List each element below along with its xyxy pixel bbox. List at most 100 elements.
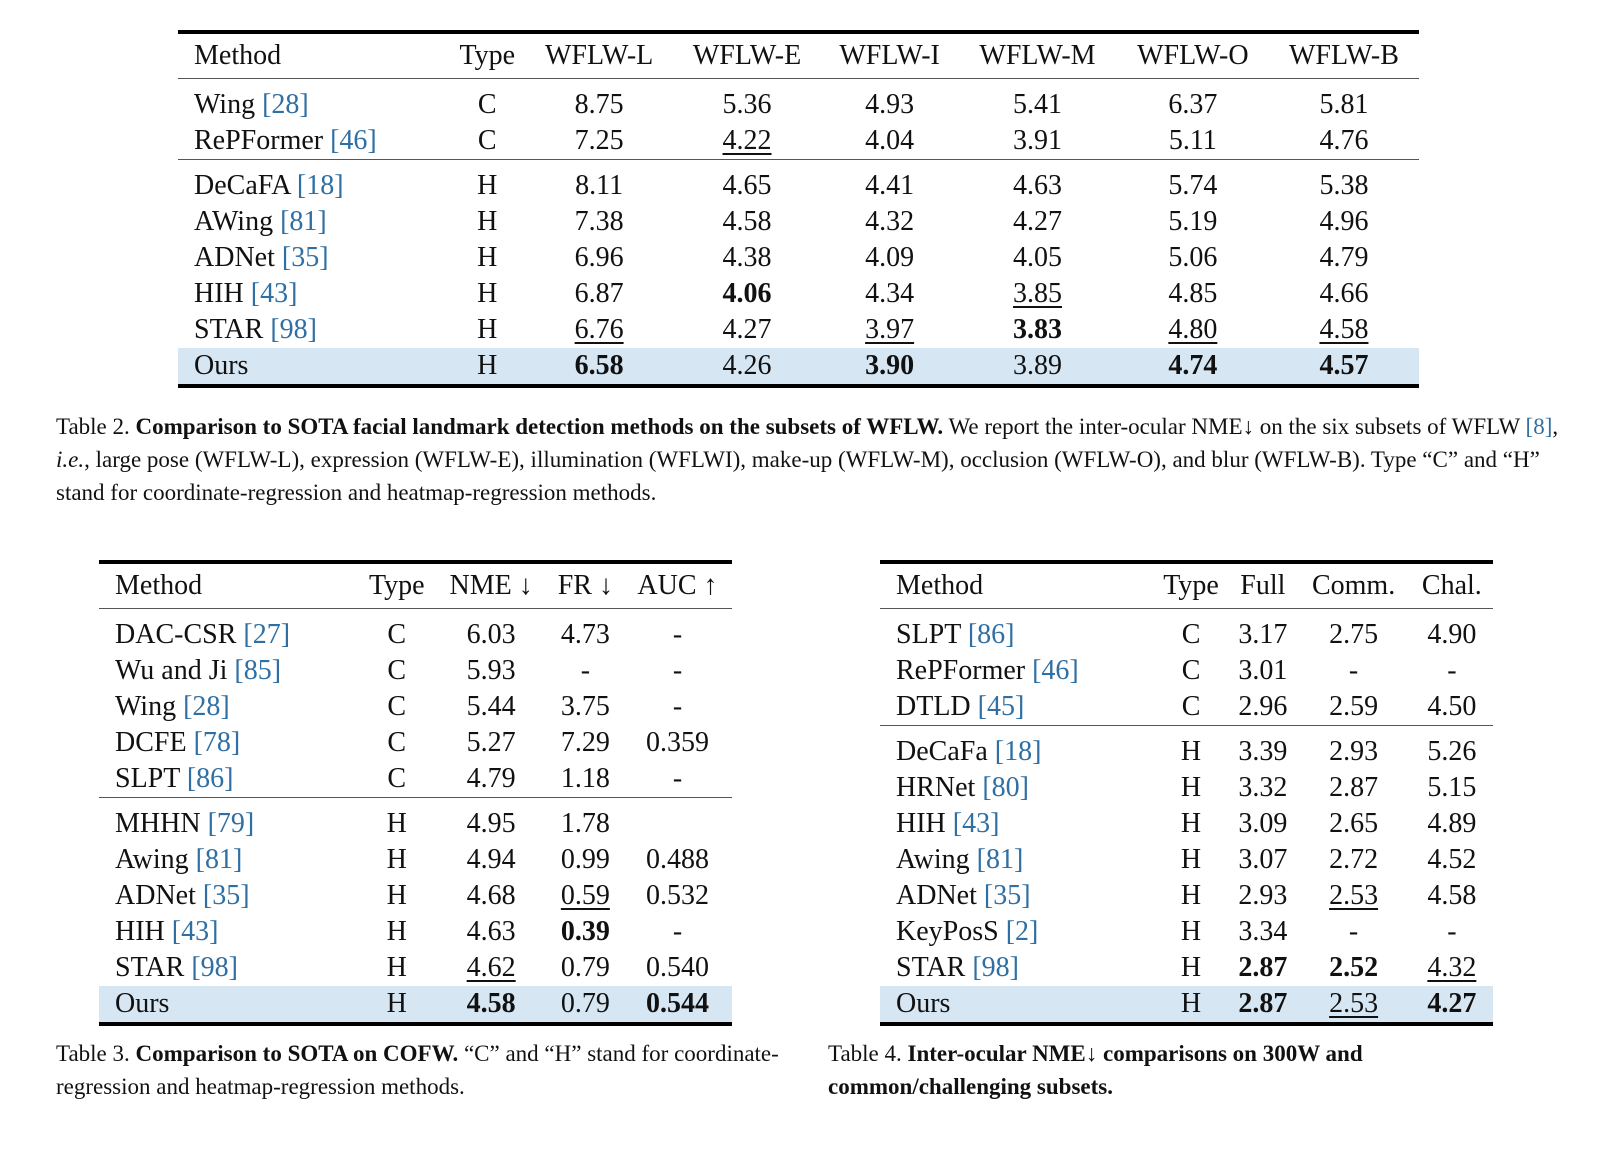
value-cell: 5.74 [1117,160,1269,205]
value-cell: 3.89 [958,348,1117,388]
type-cell: H [1180,772,1202,803]
type-cell: H [1180,844,1202,875]
citation-link[interactable]: [46] [330,125,377,156]
value: 3.89 [1013,350,1062,381]
citation-link[interactable]: [79] [207,808,255,839]
citation-link[interactable]: [45] [977,691,1025,722]
value: 4.27 [1427,988,1477,1019]
value: 3.90 [865,350,915,381]
method-cell: RePFormer [46] [178,123,450,160]
type-cell: H [1180,736,1202,767]
table-row: Awing [81] H 4.94 0.99 0.488 [99,842,732,878]
value-cell: 4.32 [821,204,958,240]
method-name: HIH [194,278,251,309]
citation-link[interactable]: [35] [983,880,1031,911]
value: - [580,655,591,686]
method-cell: ADNet [35] [178,240,449,276]
value-cell: 4.58 [434,986,548,1026]
value: 0.79 [560,988,610,1019]
caption-label: Table 3. [56,1041,136,1066]
citation-link[interactable]: [85] [234,655,282,686]
column-header: Full [1229,560,1297,609]
caption-bold: Comparison to SOTA on COFW. [135,1041,459,1066]
citation-link[interactable]: [81] [976,844,1024,875]
table-row: Wu and Ji [85] C 5.93 - - [99,653,732,689]
method-cell: Ours [178,348,450,388]
value: 2.87 [1238,952,1288,983]
column-header: Chal. [1410,560,1493,609]
value: - [672,763,683,794]
citation-link[interactable]: [43] [171,916,219,947]
value-cell: 6.37 [1117,79,1269,124]
value-cell: 3.97 [821,312,958,348]
value: 4.74 [1168,350,1218,381]
value-cell: 5.15 [1411,770,1493,806]
citation-link[interactable]: [98] [270,314,317,345]
value: 4.63 [1013,170,1062,201]
value: 4.57 [1319,350,1369,381]
citation-link[interactable]: [27] [243,619,291,650]
table-row: ADNet [35] H 6.96 4.38 4.09 4.05 5.06 4.79 [178,240,1419,276]
method-name: Wing [194,89,263,120]
method-name: DTLD [896,691,978,722]
value: 0.39 [560,916,610,947]
value: 0.544 [645,988,709,1019]
citation-link[interactable]: [98] [972,952,1019,983]
value: 3.83 [1013,314,1062,345]
value-cell: 4.34 [821,276,958,312]
column-header: AUC ↑ [622,560,732,609]
method-name: SLPT [896,619,968,650]
method-name: ADNet [896,880,984,911]
citation-link[interactable]: [78] [193,727,241,758]
caption-citation[interactable]: [8] [1525,414,1553,439]
value-cell: 4.65 [673,160,821,205]
citation-link[interactable]: [81] [280,206,327,237]
citation-link[interactable]: [86] [967,619,1015,650]
value: 5.93 [466,655,516,686]
value: 2.96 [1238,691,1288,722]
value: 4.27 [1013,206,1062,237]
citation-link[interactable]: [18] [296,170,344,201]
method-name: Awing [115,844,196,875]
value: 4.89 [1427,808,1477,839]
value-cell: 8.11 [525,160,673,205]
citation-link[interactable]: [46] [1032,655,1079,686]
table-row: Wing [28] C 8.75 5.36 4.93 5.41 6.37 5.81 [178,79,1419,124]
citation-link[interactable]: [80] [982,772,1029,803]
method-cell: DeCaFA [18] [178,160,449,205]
value-cell: 3.83 [958,312,1117,348]
value-cell: 2.87 [1296,770,1410,806]
value: 4.58 [1427,880,1477,911]
value: 4.05 [1013,242,1062,273]
value-cell: 4.62 [435,950,548,986]
column-header: WFLW-O [1116,30,1269,79]
caption-bold: Comparison to SOTA facial landmark detec… [135,414,944,439]
type-cell: C [387,691,407,722]
citation-link[interactable]: [28] [183,691,230,722]
value-cell: 4.79 [434,761,548,798]
value: 4.79 [466,763,516,794]
citation-link[interactable]: [81] [195,844,243,875]
citation-link[interactable]: [35] [281,242,329,273]
citation-link[interactable]: [43] [952,808,1000,839]
type-cell: C [358,761,435,798]
citation-link[interactable]: [43] [250,278,298,309]
value: 4.58 [1319,314,1369,345]
value-cell: 5.41 [958,79,1117,124]
value: 4.90 [1427,619,1477,650]
value-cell: 3.90 [820,348,959,388]
citation-link[interactable]: [35] [202,880,250,911]
citation-link[interactable]: [18] [994,736,1042,767]
citation-link[interactable]: [2] [1005,916,1039,947]
citation-link[interactable]: [98] [191,952,238,983]
method-name: MHHN [115,808,208,839]
value: 5.11 [1168,125,1217,156]
value-cell: 2.93 [1229,878,1296,914]
citation-link[interactable]: [86] [186,763,234,794]
method-name: STAR [115,952,192,983]
value-cell: 5.27 [435,725,548,761]
method-name: DeCaFA [194,170,297,201]
method-name: Wu and Ji [115,655,235,686]
citation-link[interactable]: [28] [262,89,309,120]
header-row: Method Type WFLW-L WFLW-E WFLW-I WFLW-M WFLW-O… [178,30,1419,79]
